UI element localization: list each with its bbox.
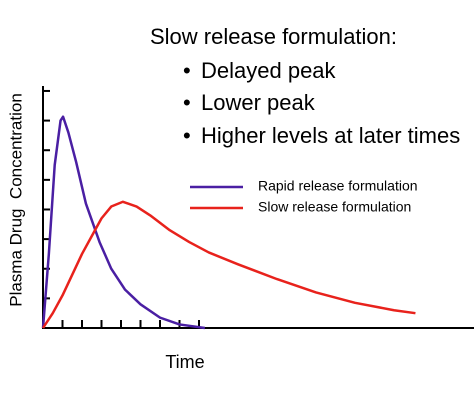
bullet: • — [183, 58, 191, 83]
annotation: Lower peak — [201, 90, 316, 115]
chart-title: Slow release formulation: — [150, 24, 397, 49]
legend-label: Rapid release formulation — [258, 178, 418, 194]
legend-label: Slow release formulation — [258, 199, 411, 215]
x-axis-label: Time — [165, 352, 204, 372]
series-line — [41, 200, 416, 329]
series-line — [41, 115, 206, 330]
annotation: Higher levels at later times — [201, 123, 460, 148]
bullet: • — [183, 123, 191, 148]
y-axis-label: Plasma Drug Concentration — [6, 93, 25, 307]
annotation: Delayed peak — [201, 58, 337, 83]
bullet: • — [183, 90, 191, 115]
